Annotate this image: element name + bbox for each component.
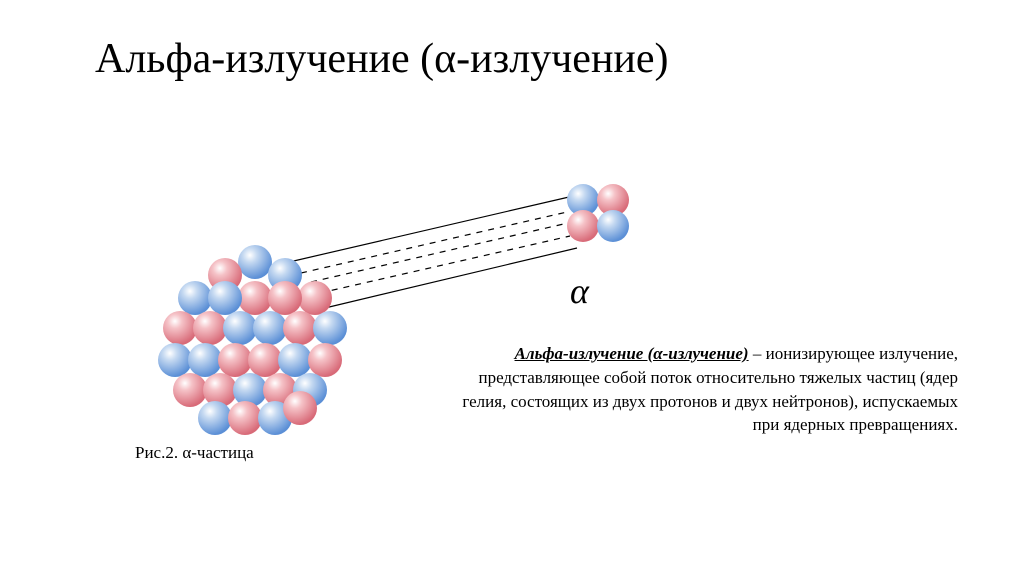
proton-sphere [308,343,342,377]
neutron-sphere [278,343,312,377]
emission-line [301,212,567,273]
neutron-sphere [208,281,242,315]
neutron-sphere [158,343,192,377]
alpha-symbol-label: α [570,270,589,312]
emission-line [285,197,569,263]
neutron-sphere [238,245,272,279]
proton-sphere [268,281,302,315]
proton-sphere [228,401,262,435]
neutron-sphere [178,281,212,315]
definition-text: Альфа-излучение (α-излучение) – ионизиру… [438,342,958,437]
definition-term: Альфа-излучение (α-излучение) [515,344,749,363]
proton-sphere [298,281,332,315]
proton-sphere [283,391,317,425]
page-title: Альфа-излучение (α-излучение) [95,35,669,83]
neutron-sphere [188,343,222,377]
proton-sphere [238,281,272,315]
emission-line [320,236,570,293]
neutron-sphere [313,311,347,345]
proton-sphere [248,343,282,377]
alpha-particle [567,184,629,242]
proton-sphere [173,373,207,407]
emission-line [311,223,568,282]
emission-line [325,248,577,308]
proton-sphere [283,311,317,345]
nucleus-cluster [158,245,347,435]
neutron-sphere [223,311,257,345]
neutron-sphere [253,311,287,345]
figure-caption: Рис.2. α-частица [135,443,254,463]
proton-sphere [193,311,227,345]
neutron-sphere [198,401,232,435]
proton-sphere [567,210,599,242]
proton-sphere [218,343,252,377]
proton-sphere [163,311,197,345]
neutron-sphere [597,210,629,242]
